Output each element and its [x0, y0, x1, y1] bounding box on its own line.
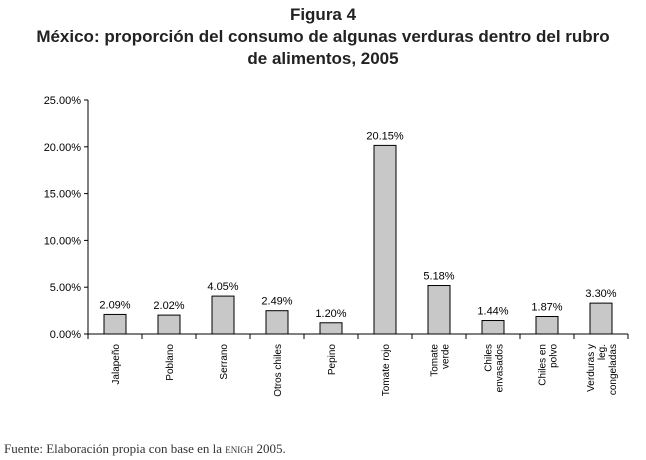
chart-header: Figura 4 México: proporción del consumo …	[0, 4, 646, 70]
bar	[265, 310, 289, 335]
x-tick-label-line: Pepino	[327, 344, 338, 376]
data-label: 2.02%	[153, 300, 184, 312]
data-label: 2.09%	[99, 299, 130, 311]
data-label: 1.20%	[315, 308, 346, 320]
bar	[319, 322, 343, 335]
x-tick-label-line: leg.	[597, 344, 608, 360]
x-tick-label: Tomate rojo	[381, 344, 392, 397]
x-tick-label: Poblano	[165, 344, 176, 381]
data-label: 5.18%	[423, 271, 454, 283]
x-tick-label-line: Poblano	[165, 344, 176, 381]
data-label: 1.87%	[531, 301, 562, 313]
y-tick-label: 20.00%	[44, 142, 82, 154]
x-tick-label: Tomate verde	[430, 344, 452, 377]
chart-title-line-2: de alimentos, 2005	[247, 49, 399, 68]
x-tick-label-line: Jalapeño	[111, 344, 122, 385]
x-tick-label-line: Chiles en	[538, 344, 549, 386]
chart-title-line-1: México: proporción del consumo de alguna…	[36, 27, 610, 46]
data-label: 1.44%	[477, 306, 508, 318]
bar	[373, 144, 397, 335]
x-tick-label: Chiles envasados	[484, 344, 506, 392]
source-prefix: Fuente: Elaboración propia con base en l…	[4, 441, 226, 456]
x-tick-label-line: Serrano	[219, 344, 230, 380]
bar	[589, 302, 613, 335]
bar	[103, 313, 127, 335]
source-note: Fuente: Elaboración propia con base en l…	[4, 441, 286, 457]
x-tick-label: Otros chiles	[273, 344, 284, 397]
x-tick-label: Verduras y leg. congeladas	[586, 344, 619, 395]
x-tick-label: Jalapeño	[111, 344, 122, 385]
x-tick-label-line: Tomate	[430, 344, 441, 377]
data-label: 2.49%	[261, 296, 292, 308]
y-tick-label: 25.00%	[44, 95, 82, 107]
y-tick-label: 0.00%	[50, 329, 81, 341]
x-tick-label: Pepino	[327, 344, 338, 376]
data-label: 4.05%	[207, 281, 238, 293]
y-tick-label: 15.00%	[44, 189, 82, 201]
bar	[157, 314, 181, 335]
x-tick-label-line: Otros chiles	[273, 344, 284, 397]
bar-chart: 0.00% 5.00% 10.00% 15.00% 20.00% 25.00% 2.09% J…	[44, 95, 629, 397]
x-tick-label: Chiles en polvo	[538, 344, 560, 386]
x-tick-label-line: Verduras y	[586, 344, 597, 392]
source-acronym: enigh	[225, 441, 254, 456]
data-label: 20.15%	[366, 130, 404, 142]
x-tick-label-line: verde	[441, 344, 452, 369]
x-tick-label-line: Tomate rojo	[381, 344, 392, 397]
bar	[535, 315, 559, 335]
bar	[481, 320, 505, 335]
bar	[427, 285, 451, 335]
y-tick-label: 10.00%	[44, 235, 82, 247]
x-tick-label-line: polvo	[549, 344, 560, 368]
y-tick-label: 5.00%	[50, 282, 81, 294]
source-suffix: 2005.	[253, 441, 286, 456]
x-tick-label-line: envasados	[495, 344, 506, 392]
figure-label: Figura 4	[289, 5, 357, 24]
x-tick-label-line: Chiles	[484, 344, 495, 372]
data-label: 3.30%	[585, 288, 616, 300]
x-tick-label-line: congeladas	[608, 344, 619, 395]
x-tick-label: Serrano	[219, 344, 230, 380]
bar	[211, 295, 235, 335]
